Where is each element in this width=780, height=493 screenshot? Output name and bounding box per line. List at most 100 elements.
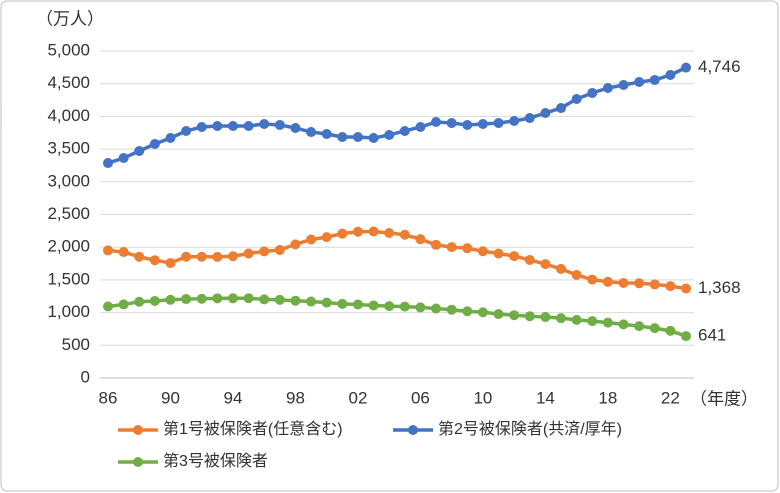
data-point (665, 281, 676, 292)
y-tick-label: 4,000 (47, 106, 90, 125)
data-point (446, 304, 457, 315)
legend-swatch-marker (133, 457, 143, 467)
data-label: 1,368 (698, 278, 741, 297)
data-point (227, 293, 238, 304)
x-tick-label: 90 (161, 388, 180, 407)
data-point (134, 251, 145, 262)
data-point (368, 226, 379, 237)
x-axis-label: （年度） (690, 389, 758, 408)
data-point (649, 279, 660, 290)
data-point (649, 74, 660, 85)
y-tick-label: 500 (62, 335, 90, 354)
data-point (306, 296, 317, 307)
data-point (415, 121, 426, 132)
data-point (290, 239, 301, 250)
data-point (618, 277, 629, 288)
data-point (493, 248, 504, 259)
data-point (634, 321, 645, 332)
data-point (196, 293, 207, 304)
legend: 第1号被保険者(任意含む) 第2号被保険者(共済/厚年) 第3号被保険者 (118, 419, 622, 470)
data-point (274, 244, 285, 255)
data-point (243, 121, 254, 132)
legend-label: 第2号被保険者(共済/厚年) (438, 420, 622, 438)
data-point (212, 121, 223, 132)
x-tick-label: 02 (348, 388, 367, 407)
data-point (259, 118, 270, 129)
data-point (384, 301, 395, 312)
y-tick-label: 5,000 (47, 40, 90, 59)
data-point (540, 259, 551, 270)
y-tick-label: 2,500 (47, 204, 90, 223)
y-tick-label: 3,000 (47, 171, 90, 190)
data-point (477, 246, 488, 257)
x-tick-label: 98 (286, 388, 305, 407)
data-point (587, 274, 598, 285)
data-point (134, 145, 145, 156)
data-point (634, 76, 645, 87)
data-point (259, 246, 270, 257)
data-point (165, 132, 176, 143)
data-point (118, 247, 129, 258)
data-point (602, 317, 613, 328)
data-label: 641 (698, 326, 726, 345)
data-point (556, 103, 567, 114)
data-point (321, 128, 332, 139)
data-point (493, 118, 504, 129)
data-point (337, 132, 348, 143)
data-point (274, 294, 285, 305)
data-point (306, 234, 317, 245)
data-point (352, 226, 363, 237)
data-point (149, 295, 160, 306)
data-point (274, 119, 285, 130)
data-point (462, 119, 473, 130)
legend-label: 第1号被保険者(任意含む) (163, 419, 343, 438)
data-point (665, 70, 676, 81)
data-point (477, 307, 488, 318)
data-point (556, 313, 567, 324)
data-point (493, 309, 504, 320)
data-point (415, 234, 426, 245)
data-point (134, 296, 145, 307)
y-tick-label: 3,500 (47, 139, 90, 158)
y-tick-label: 1,000 (47, 302, 90, 321)
data-point (681, 283, 691, 294)
data-point (399, 229, 410, 240)
data-point (618, 319, 629, 330)
data-point (103, 158, 113, 169)
data-point (149, 255, 160, 266)
data-point (587, 316, 598, 327)
data-point (618, 80, 629, 91)
x-tick-label: 86 (99, 388, 118, 407)
data-point (384, 228, 395, 239)
data-point (368, 300, 379, 311)
data-point (446, 242, 457, 253)
data-point (384, 129, 395, 140)
data-point (524, 311, 535, 322)
data-point (212, 293, 223, 304)
y-tick-label: 2,000 (47, 237, 90, 256)
legend-swatch-marker (133, 425, 143, 435)
x-tick-label: 18 (598, 388, 617, 407)
data-point (431, 239, 442, 250)
data-point (243, 293, 254, 304)
y-axis-label: （万人） (36, 9, 104, 28)
data-point (524, 113, 535, 124)
data-point (681, 62, 691, 73)
data-point (446, 118, 457, 129)
data-point (649, 323, 660, 334)
legend-label: 第3号被保険者 (163, 452, 268, 470)
data-point (181, 294, 192, 305)
data-point (290, 295, 301, 306)
data-point (352, 299, 363, 310)
data-point (431, 117, 442, 128)
data-point (337, 228, 348, 239)
data-point (290, 122, 301, 133)
data-point (321, 297, 332, 308)
data-point (196, 121, 207, 132)
x-tick-label: 14 (536, 388, 555, 407)
data-point (634, 278, 645, 289)
data-point (306, 127, 317, 138)
data-point (571, 314, 582, 325)
data-point (227, 121, 238, 132)
